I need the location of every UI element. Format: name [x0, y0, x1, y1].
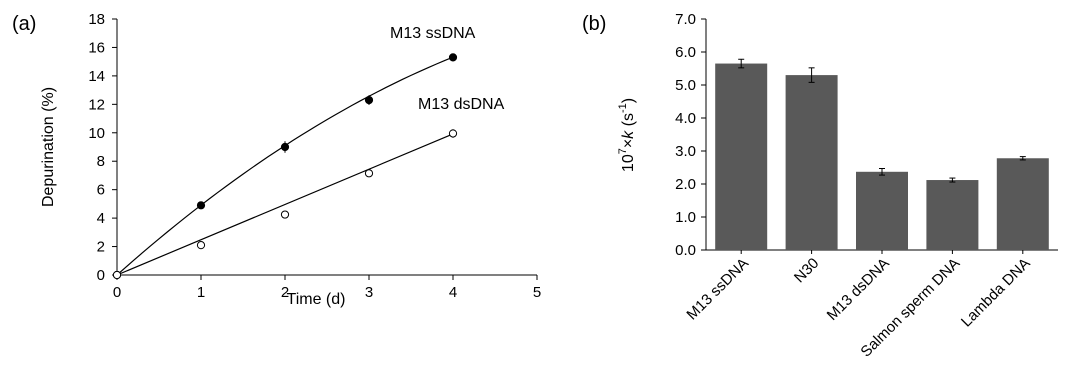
data-point-ssdna: [448, 53, 458, 62]
y-tick-label: 10: [88, 125, 105, 142]
panel-b-y-title: 107×k (s-1): [617, 98, 637, 172]
y-tick-label: 5.0: [675, 77, 696, 94]
bar: [856, 171, 908, 250]
y-tick-label: 18: [88, 11, 105, 28]
data-point-dsdna: [280, 210, 290, 219]
data-point-ssdna: [196, 201, 206, 210]
y-tick-label: 6: [97, 182, 105, 199]
panel-a-plot-area: [112, 53, 458, 280]
panel-a-y-ticks: 0 2 4 6 8 10 12 14 16 18: [88, 11, 117, 284]
x-tick-label: 4: [449, 284, 457, 301]
x-tick-label: Lambda DNA: [958, 255, 1034, 331]
y-tick-label: 16: [88, 39, 105, 56]
series-label-dsdna: M13 dsDNA: [418, 96, 505, 113]
y-tick-label: 0: [97, 267, 105, 284]
x-tick-label: 5: [533, 284, 541, 301]
y-tick-label: 1.0: [675, 209, 696, 226]
y-tick-label: 4: [97, 210, 105, 227]
x-tick-label: 2: [281, 284, 289, 301]
panel-b: (b) 0.0 1.0 2.0 3.0 4.0 5.0 6.0 7.0 M13 ssDNA N3…: [582, 11, 1058, 361]
bar: [715, 63, 768, 250]
data-point-ssdna: [364, 95, 374, 105]
y-tick-label: 14: [88, 68, 105, 85]
y-tick-label: 6.0: [675, 44, 696, 61]
data-point-ssdna: [280, 142, 290, 152]
y-tick-label: 0.0: [675, 242, 696, 259]
panel-b-bars: [715, 58, 1049, 250]
y-tick-label: 3.0: [675, 143, 696, 160]
x-tick-label: 3: [365, 284, 373, 301]
panel-b-label: (b): [582, 13, 606, 35]
x-tick-label: 1: [197, 284, 205, 301]
data-point-dsdna: [364, 169, 374, 178]
data-point-dsdna: [196, 241, 206, 250]
y-tick-label: 12: [88, 96, 105, 113]
panel-a-y-title: Depurination (%): [40, 87, 57, 207]
data-point-dsdna: [112, 270, 122, 280]
bar: [926, 180, 979, 250]
y-tick-label: 7.0: [675, 11, 696, 28]
x-tick-label: M13 dsDNA: [824, 255, 893, 324]
y-tick-label: 8: [97, 153, 105, 170]
y-tick-label: 2: [97, 239, 105, 256]
x-tick-label: 0: [113, 284, 121, 301]
bar: [996, 158, 1049, 250]
fit-line-ssdna: [116, 56, 454, 276]
panel-b-y-ticks: 0.0 1.0 2.0 3.0 4.0 5.0 6.0 7.0: [675, 11, 706, 259]
fit-line-dsdna: [116, 133, 454, 276]
y-tick-label: 2.0: [675, 176, 696, 193]
y-tick-label: 4.0: [675, 110, 696, 127]
x-tick-label: M13 ssDNA: [683, 255, 752, 324]
panel-a-x-title: Time (d): [287, 291, 346, 308]
series-label-ssdna: M13 ssDNA: [390, 25, 476, 42]
data-point-dsdna: [448, 129, 458, 138]
bar: [785, 75, 838, 250]
panel-a-label: (a): [12, 13, 36, 35]
x-tick-label: N30: [791, 255, 822, 286]
